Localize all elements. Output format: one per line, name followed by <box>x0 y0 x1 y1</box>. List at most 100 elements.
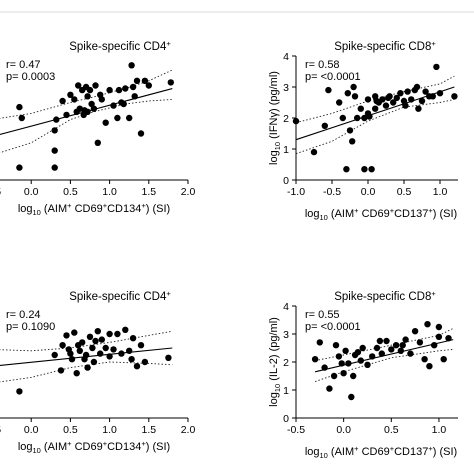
data-point <box>372 105 379 112</box>
x-tick-label: 1.0 <box>102 424 117 436</box>
data-point <box>141 77 149 85</box>
x-tick-label: 0.0 <box>336 424 351 436</box>
data-point <box>16 164 23 171</box>
data-point <box>383 337 390 345</box>
data-point <box>433 63 440 71</box>
data-point <box>51 127 58 134</box>
scatter-plot: -0.5 0.0 0.5 1.0 1.5 2.0 log10 (AIM+ CD69+CD13… <box>0 326 196 455</box>
panel-cd8-ifng: Spike-specific CD8+ r= 0.58 p= <0.0001 -… <box>268 39 458 222</box>
data-point <box>422 88 429 95</box>
data-point <box>330 372 338 380</box>
data-point <box>346 127 354 134</box>
data-point <box>97 350 104 357</box>
y-tick-label: 4 <box>283 51 289 63</box>
y-axis-label: log10 (IL-2) (pg/ml) <box>268 317 282 407</box>
data-point <box>128 356 135 363</box>
data-point <box>137 342 145 349</box>
data-point <box>399 342 406 349</box>
data-point <box>388 346 395 353</box>
scatter-plot: -0.5 0.0 0.5 1.0 1.5 2.0 log10 (AIM+ CD69+CD13… <box>0 62 195 217</box>
data-point <box>53 116 60 123</box>
panel-cd4-il2: Spike-specific CD4+ r= 0.24 p= 0.1090 -0… <box>0 289 196 455</box>
data-point <box>336 99 343 106</box>
data-point <box>73 370 80 377</box>
data-point <box>133 77 141 85</box>
data-point <box>369 353 376 360</box>
data-point <box>131 93 138 100</box>
x-axis-label: log10 (AIM+ CD69+CD134+) (SI) <box>18 439 170 455</box>
data-point <box>339 114 346 122</box>
panel-title: Spike-specific CD4+ <box>69 289 171 304</box>
confidence-band-upper <box>0 330 173 352</box>
y-tick-label: 1 <box>283 144 289 156</box>
data-point <box>426 363 433 370</box>
data-point <box>110 102 117 109</box>
data-point <box>51 351 58 359</box>
data-point <box>435 323 443 331</box>
data-point <box>98 336 106 343</box>
x-tick-label: 1.5 <box>141 424 156 436</box>
data-point <box>84 93 91 100</box>
data-point <box>81 107 88 114</box>
data-point <box>431 342 438 349</box>
data-point <box>402 336 409 343</box>
data-point <box>63 332 70 339</box>
data-point <box>415 105 422 112</box>
data-point <box>90 105 98 112</box>
data-point <box>110 346 117 353</box>
panel-cd4-ifng: Spike-specific CD4+ r= 0.47 p= 0.0003 -0… <box>0 39 195 217</box>
data-point <box>316 339 323 346</box>
stat-r: r= 0.55 <box>305 309 340 321</box>
data-point <box>435 333 443 340</box>
x-tick-label: -1.0 <box>287 186 305 198</box>
x-tick-label: 2.0 <box>181 424 196 436</box>
stat-r: r= 0.58 <box>305 59 340 71</box>
y-tick-label: 2 <box>283 357 289 369</box>
data-point <box>350 372 357 380</box>
x-tick-label: -0.5 <box>323 186 341 198</box>
data-point <box>407 350 414 357</box>
data-point <box>379 96 386 103</box>
data-point <box>129 335 137 342</box>
data-point <box>429 93 436 100</box>
y-tick-label: 3 <box>283 329 289 341</box>
data-point <box>357 105 364 112</box>
data-point <box>402 102 409 109</box>
x-tick-label: -0.5 <box>287 424 305 436</box>
data-point <box>122 85 129 92</box>
confidence-band-upper <box>0 69 173 119</box>
data-point <box>345 360 352 367</box>
data-point <box>338 360 345 367</box>
data-point <box>385 94 392 102</box>
data-point <box>393 94 400 102</box>
data-point <box>71 329 78 336</box>
y-tick-label: 1 <box>283 385 289 397</box>
data-point <box>364 96 372 103</box>
data-point <box>18 114 25 122</box>
x-tick-label: 2.0 <box>181 186 196 198</box>
data-point <box>51 164 58 171</box>
y-tick-label: 0 <box>283 175 289 187</box>
data-point <box>126 347 133 354</box>
data-point <box>364 361 371 368</box>
stat-p: p= <0.0001 <box>305 71 361 83</box>
panel-title: Spike-specific CD4+ <box>69 39 171 54</box>
data-point <box>332 342 340 349</box>
data-point <box>342 347 349 354</box>
data-point <box>310 148 318 156</box>
data-point <box>348 393 355 401</box>
data-point <box>16 388 23 395</box>
data-point <box>97 91 104 99</box>
y-axis-label: log10 (IFNγ) (pg/ml) <box>268 71 282 165</box>
data-point <box>421 356 428 363</box>
data-point <box>94 328 102 335</box>
data-point <box>445 335 452 342</box>
x-axis-label: log10 (AIM+ CD69+CD137+) (SI) <box>305 444 457 460</box>
y-tick-label: 4 <box>283 301 289 313</box>
x-tick-label: -0.5 <box>0 186 1 198</box>
data-point <box>114 114 121 122</box>
data-point <box>102 344 109 352</box>
x-tick-label: 0.5 <box>384 424 399 436</box>
data-point <box>354 114 361 122</box>
